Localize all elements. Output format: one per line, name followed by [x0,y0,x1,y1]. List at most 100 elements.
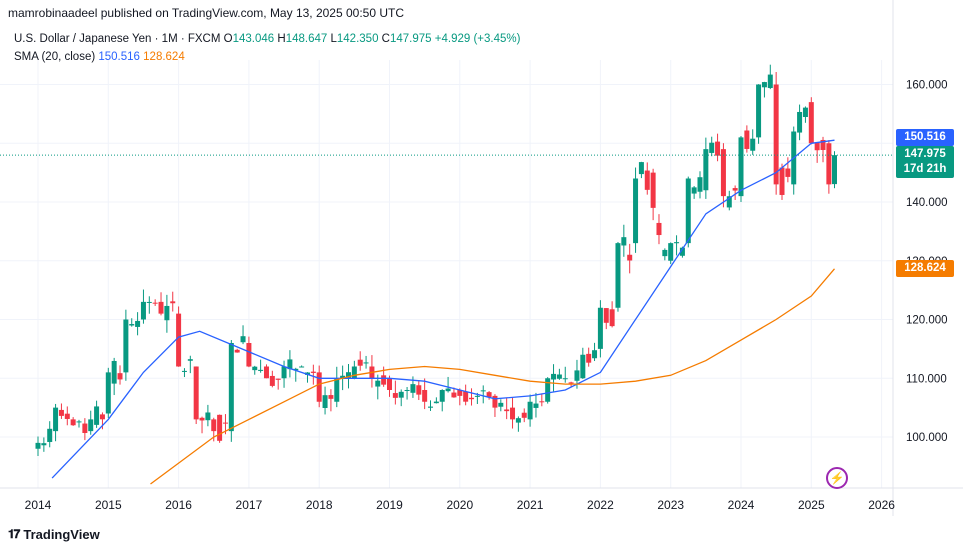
candle-body [638,162,644,175]
candle-body [47,428,53,442]
candle-body [609,309,615,327]
x-tick-label: 2020 [446,498,473,512]
x-tick-label: 2015 [95,498,122,512]
candle-body [685,178,691,244]
candle-body [586,353,592,363]
candle-body [580,354,586,379]
candle-body [140,301,146,320]
candle-body [199,417,205,421]
candle-body [111,360,117,384]
candle-body [135,320,141,327]
sma-legend[interactable]: SMA (20, close) 150.516 128.624 [14,51,185,63]
candle-body [322,395,328,408]
open-value: 143.046 [232,33,275,45]
sma-slow-line [150,268,835,485]
candle-body [240,336,246,343]
candle-body [615,243,621,308]
candle-body [158,301,164,314]
candle-body [486,392,492,397]
sma-fast-price-tag: 150.516 [896,129,954,146]
lightning-icon[interactable]: ⚡ [826,467,848,489]
candle-body [287,359,293,370]
candle-body [533,403,539,408]
x-tick-label: 2026 [868,498,895,512]
candle-body [761,82,767,88]
candle-body [217,414,223,441]
published-by: mamrobinaadeel published on TradingView.… [8,6,405,20]
y-tick-label: 100.000 [906,432,948,444]
candle-body [363,362,369,364]
candle-body [562,378,568,380]
tradingview-brand[interactable]: 𝟏𝟕 TradingView [8,527,100,542]
candle-body [404,390,410,391]
candle-body [831,155,837,185]
candle-body [498,402,504,407]
candle-body [674,242,680,244]
candle-body [381,375,387,385]
candle-body [252,366,258,371]
candle-body [732,188,738,191]
candle-body [826,143,832,185]
candle-body [41,443,47,446]
candle-body [76,421,82,423]
candle-body [556,374,562,379]
candle-body [715,141,721,156]
y-tick-label: 140.000 [906,197,948,209]
candle-body [474,395,480,397]
x-tick-label: 2017 [236,498,263,512]
x-tick-label: 2024 [728,498,755,512]
candle-body [439,390,445,402]
sma-slow-price-tag: 128.624 [896,260,954,277]
candle-body [58,409,64,416]
candle-body [785,168,791,177]
candle-body [387,378,392,390]
candle-body [357,359,363,366]
x-tick-label: 2019 [376,498,403,512]
bar-countdown: 17d 21h [903,163,947,175]
x-tick-label: 2022 [587,498,614,512]
candle-body [117,373,123,380]
candle-body [64,413,70,419]
candle-body [375,380,381,387]
candle-body [193,366,199,420]
x-tick-label: 2025 [798,498,825,512]
candle-body [129,324,135,326]
candle-body [515,418,521,423]
candle-body [316,372,322,402]
candle-body [176,313,182,367]
candle-body [398,391,404,398]
candle-body [697,177,703,192]
candle-body [170,301,176,304]
candle-body [510,407,516,420]
candle-body [222,422,228,424]
candle-body [480,390,486,392]
symbol-label[interactable]: U.S. Dollar / Japanese Yen · 1M · FXCM [14,33,221,45]
candle-body [545,378,551,402]
candle-body [720,149,726,197]
candle-body [469,397,475,400]
candle-body [668,243,674,261]
candle-body [773,84,779,185]
tradingview-logo-icon: 𝟏𝟕 [8,527,20,541]
candle-body [457,390,463,396]
brand-name: TradingView [23,527,100,542]
candle-body [521,412,527,418]
candle-body [392,393,398,398]
candle-body [35,442,41,449]
y-tick-label: 120.000 [906,315,948,327]
candle-body [334,378,340,402]
candle-body [592,350,598,359]
candle-body [568,382,574,384]
candle-body [703,149,709,191]
candle-body [181,370,187,372]
y-tick-label: 160.000 [906,80,948,92]
candle-body [275,378,281,380]
candle-body [328,395,334,399]
candle-body [539,401,545,403]
candle-body [281,366,287,379]
candle-body [123,319,129,373]
x-tick-label: 2018 [306,498,333,512]
low-label: L [330,33,337,45]
candle-body [451,392,457,398]
